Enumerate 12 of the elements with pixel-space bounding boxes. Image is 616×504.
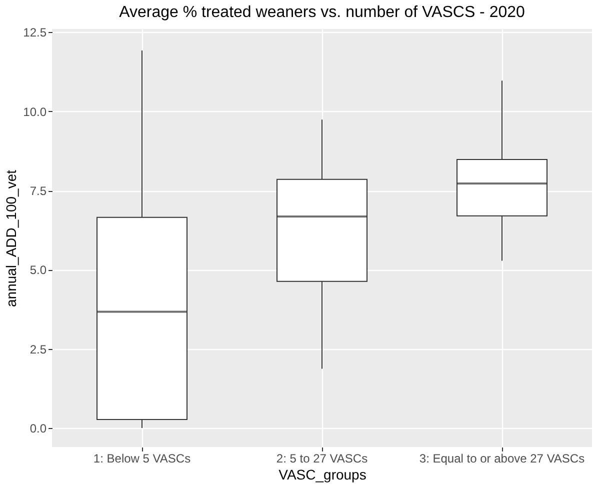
y-tick-label: 0.0 bbox=[30, 422, 47, 436]
x-tick-label: 2: 5 to 27 VASCs bbox=[276, 452, 368, 466]
y-tick-label: 5.0 bbox=[30, 263, 47, 278]
x-axis-title: VASC_groups bbox=[278, 466, 366, 482]
y-tick-label: 7.5 bbox=[30, 184, 47, 198]
x-tick-label: 1: Below 5 VASCs bbox=[93, 452, 191, 466]
y-tick-label: 10.0 bbox=[23, 104, 47, 119]
x-tick-label: 3: Equal to or above 27 VASCs bbox=[419, 452, 585, 466]
y-tick-label: 12.5 bbox=[23, 26, 47, 40]
y-axis-title: annual_ADD_100_vet bbox=[3, 170, 20, 307]
chart-title: Average % treated weaners vs. number of VASCS - 2020 bbox=[119, 4, 526, 22]
y-tick-label: 2.5 bbox=[30, 342, 47, 356]
